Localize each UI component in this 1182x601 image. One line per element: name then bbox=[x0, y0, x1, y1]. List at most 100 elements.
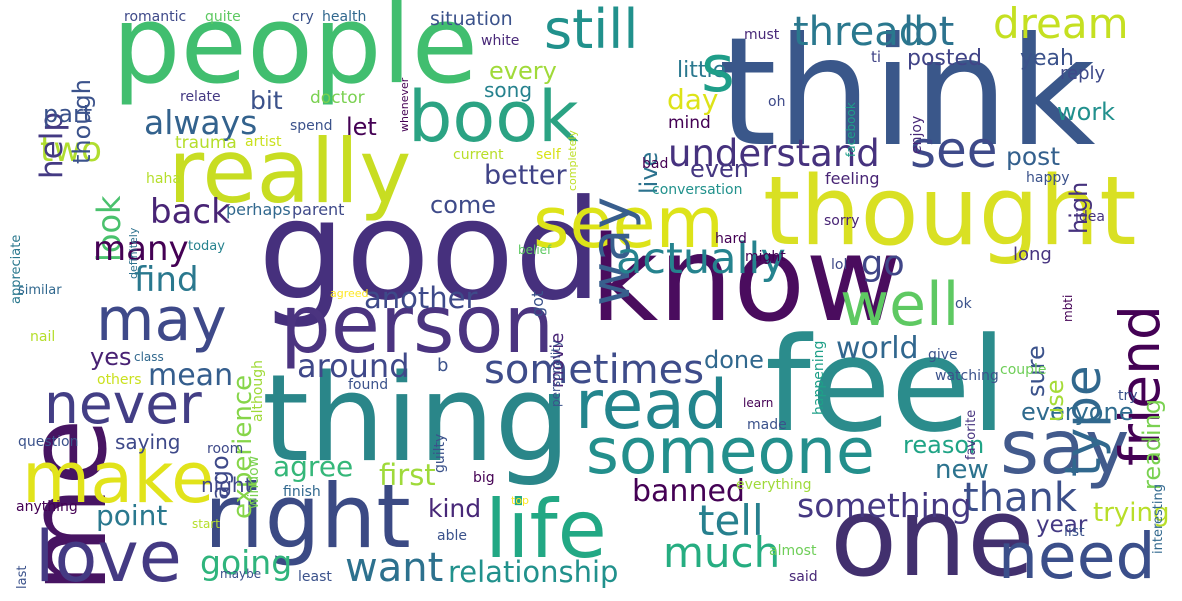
word-every: every bbox=[489, 57, 557, 85]
word-use: use bbox=[1041, 379, 1069, 422]
word-agree: agree bbox=[273, 450, 354, 483]
word-maybe: maybe bbox=[220, 567, 262, 581]
word-b: b bbox=[437, 355, 449, 376]
word-actually: actually bbox=[616, 234, 786, 284]
word-agreed: agreed bbox=[330, 287, 369, 300]
word-life: life bbox=[485, 483, 607, 576]
word-start: start bbox=[192, 517, 220, 531]
word-window: window bbox=[246, 455, 262, 509]
word-saying: saying bbox=[115, 430, 181, 454]
word-come: come bbox=[430, 191, 497, 219]
word-mbti: mbti bbox=[1061, 294, 1075, 322]
word-current: current bbox=[453, 147, 504, 163]
word-though: though bbox=[68, 79, 96, 164]
word-world: world bbox=[836, 331, 919, 366]
word-night: night bbox=[201, 473, 253, 497]
word-need: need bbox=[998, 520, 1156, 593]
word-try: try bbox=[1118, 388, 1138, 404]
word-quite: quite bbox=[205, 9, 241, 25]
word-really: really bbox=[168, 120, 412, 223]
word-cry: cry bbox=[292, 9, 314, 25]
word-romantic: romantic bbox=[124, 9, 187, 25]
word-little: little bbox=[677, 58, 727, 83]
word-someone: someone bbox=[586, 415, 875, 488]
word-spend: spend bbox=[290, 118, 333, 134]
word-banned: banned bbox=[632, 474, 745, 509]
word-make: make bbox=[22, 437, 215, 519]
word-done: done bbox=[704, 346, 764, 374]
word-finish: finish bbox=[283, 484, 321, 500]
word-lol: lol bbox=[831, 257, 848, 273]
word-people: people bbox=[112, 0, 479, 108]
word-able: able bbox=[437, 528, 467, 544]
word-want: want bbox=[345, 545, 444, 591]
word-another: another bbox=[364, 281, 478, 315]
word-thank: thank bbox=[963, 475, 1078, 521]
word-definitely: definitely bbox=[127, 227, 140, 279]
word-question: question bbox=[18, 434, 79, 450]
word-point: point bbox=[96, 499, 168, 532]
word-situation: situation bbox=[430, 8, 513, 30]
word-enjoy: enjoy bbox=[909, 115, 925, 154]
word-list: list bbox=[1064, 524, 1085, 540]
word-s: s bbox=[701, 32, 735, 107]
word-well: well bbox=[840, 270, 960, 340]
word-bad: bad bbox=[642, 156, 669, 172]
word-trying: trying bbox=[1093, 498, 1170, 528]
word-personality: personality bbox=[549, 340, 563, 407]
word-nail: nail bbox=[30, 329, 56, 345]
word-room: room bbox=[207, 441, 244, 457]
word-going: going bbox=[200, 543, 293, 582]
word-go: go bbox=[861, 244, 905, 284]
word-reply: reply bbox=[1060, 63, 1106, 84]
word-conversation: conversation bbox=[652, 182, 743, 198]
word-mind: mind bbox=[668, 113, 711, 133]
word-something: something bbox=[797, 486, 972, 525]
word-always: always bbox=[144, 103, 258, 142]
word-completely: completely bbox=[566, 130, 579, 191]
word-haha: haha bbox=[146, 171, 181, 187]
word-day: day bbox=[667, 83, 719, 116]
word-bit: bit bbox=[250, 86, 283, 115]
word-yeah: yeah bbox=[1020, 46, 1074, 71]
word-artist: artist bbox=[245, 134, 282, 150]
word-high: high bbox=[1065, 181, 1093, 234]
word-feel: feel bbox=[765, 309, 1007, 461]
word-mean: mean bbox=[148, 358, 234, 393]
word-yes: yes bbox=[90, 343, 132, 371]
word-couple: couple bbox=[1000, 362, 1047, 378]
word-may: may bbox=[96, 285, 227, 355]
word-read: read bbox=[575, 366, 729, 445]
word-work: work bbox=[1057, 98, 1116, 126]
word-perhaps: perhaps bbox=[226, 200, 291, 219]
word-guilty: guilty bbox=[432, 433, 448, 473]
word-happening: happening bbox=[811, 340, 827, 415]
word-got: got bbox=[528, 290, 547, 317]
word-post: post bbox=[1006, 142, 1060, 171]
word-sorry: sorry bbox=[824, 213, 860, 229]
word-learn: learn bbox=[743, 396, 774, 410]
word-thought: thought bbox=[763, 157, 1137, 267]
word-love: love bbox=[35, 516, 182, 598]
word-give: give bbox=[928, 347, 958, 363]
word-happy: happy bbox=[1026, 170, 1070, 186]
word-thread: thread bbox=[793, 9, 925, 55]
word-song: song bbox=[484, 78, 533, 102]
word-parent: parent bbox=[292, 200, 345, 219]
word-good: good bbox=[258, 170, 603, 331]
word-many: many bbox=[93, 229, 189, 269]
word-oh: oh bbox=[768, 94, 786, 110]
word-person: person bbox=[280, 278, 555, 371]
word-posted: posted bbox=[907, 46, 983, 71]
word-see: see bbox=[910, 121, 998, 179]
word-relationship: relationship bbox=[448, 555, 619, 589]
word-think: think bbox=[718, 6, 1096, 180]
word-hard: hard bbox=[715, 231, 747, 247]
word-watching: watching bbox=[935, 368, 999, 384]
word-around: around bbox=[297, 347, 410, 385]
word-favorite: favorite bbox=[964, 409, 979, 460]
word-almost: almost bbox=[769, 543, 817, 559]
word-although: although bbox=[250, 359, 266, 422]
word-might: might bbox=[745, 249, 786, 265]
word-kind: kind bbox=[428, 494, 482, 523]
